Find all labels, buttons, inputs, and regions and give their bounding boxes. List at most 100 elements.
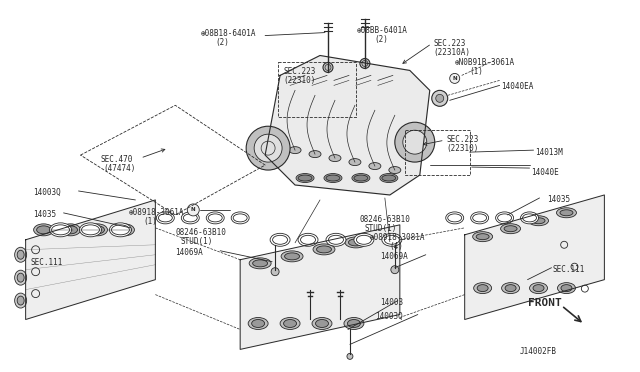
Text: SEC.223: SEC.223	[283, 67, 316, 76]
Text: (2): (2)	[374, 35, 388, 44]
Ellipse shape	[284, 320, 296, 327]
Ellipse shape	[502, 283, 520, 294]
Text: ⊕N0B91B-3061A: ⊕N0B91B-3061A	[454, 58, 515, 67]
Ellipse shape	[298, 233, 318, 246]
Text: (1): (1)	[470, 67, 484, 76]
Ellipse shape	[349, 158, 361, 166]
Circle shape	[450, 73, 460, 83]
Ellipse shape	[382, 175, 396, 181]
Ellipse shape	[285, 253, 300, 260]
Ellipse shape	[15, 293, 27, 308]
Circle shape	[403, 130, 427, 154]
Ellipse shape	[109, 223, 131, 237]
Circle shape	[391, 266, 399, 274]
Ellipse shape	[253, 260, 268, 267]
Text: 14040EA: 14040EA	[502, 82, 534, 92]
Ellipse shape	[529, 283, 547, 294]
Circle shape	[254, 134, 282, 162]
Text: STUD(1): STUD(1)	[180, 237, 212, 246]
Text: ⊕08918-3061A: ⊕08918-3061A	[129, 208, 184, 217]
Text: FRONT: FRONT	[527, 298, 561, 308]
Text: STUD(1): STUD(1)	[365, 224, 397, 233]
Ellipse shape	[156, 212, 174, 224]
Text: (2): (2)	[215, 38, 229, 46]
Ellipse shape	[281, 251, 303, 262]
Ellipse shape	[90, 226, 104, 234]
Ellipse shape	[317, 246, 332, 253]
Ellipse shape	[345, 237, 367, 248]
Ellipse shape	[529, 216, 548, 226]
Ellipse shape	[354, 233, 374, 246]
Ellipse shape	[79, 223, 102, 237]
Text: ⊕08BB-6401A: ⊕08BB-6401A	[357, 26, 408, 35]
Ellipse shape	[61, 224, 81, 236]
Ellipse shape	[561, 285, 572, 292]
Ellipse shape	[316, 320, 328, 327]
Ellipse shape	[17, 296, 24, 305]
Ellipse shape	[445, 212, 464, 224]
Ellipse shape	[248, 318, 268, 330]
Ellipse shape	[296, 174, 314, 183]
Ellipse shape	[324, 174, 342, 183]
Text: SEC.470: SEC.470	[100, 155, 133, 164]
Text: SEC.223: SEC.223	[447, 135, 479, 144]
Ellipse shape	[270, 233, 290, 246]
Circle shape	[347, 353, 353, 359]
Ellipse shape	[118, 226, 131, 234]
Ellipse shape	[380, 174, 398, 183]
Ellipse shape	[206, 212, 224, 224]
Ellipse shape	[557, 283, 575, 294]
Ellipse shape	[181, 212, 199, 224]
Circle shape	[436, 94, 444, 102]
Ellipse shape	[369, 163, 381, 170]
Ellipse shape	[476, 234, 489, 240]
Ellipse shape	[15, 270, 27, 285]
Text: 14040E: 14040E	[532, 168, 559, 177]
Text: SEC.111: SEC.111	[31, 258, 63, 267]
Ellipse shape	[354, 175, 368, 181]
Text: J14002FB: J14002FB	[520, 347, 557, 356]
Text: ⊕08918-3081A: ⊕08918-3081A	[370, 233, 426, 242]
Ellipse shape	[289, 147, 301, 154]
Text: (4): (4)	[390, 242, 404, 251]
Text: (47474): (47474)	[104, 164, 136, 173]
Ellipse shape	[34, 224, 54, 236]
Ellipse shape	[312, 318, 332, 330]
Text: N: N	[191, 208, 196, 212]
Ellipse shape	[313, 244, 335, 255]
Circle shape	[246, 126, 290, 170]
Bar	[278, 62, 356, 117]
Ellipse shape	[63, 226, 77, 234]
Text: ⊕08B18-6401A: ⊕08B18-6401A	[200, 29, 256, 38]
Ellipse shape	[505, 285, 516, 292]
Ellipse shape	[298, 175, 312, 181]
Ellipse shape	[17, 273, 24, 282]
Ellipse shape	[252, 320, 264, 327]
Ellipse shape	[560, 210, 573, 216]
Ellipse shape	[532, 218, 545, 224]
Ellipse shape	[88, 224, 108, 236]
Ellipse shape	[115, 224, 134, 236]
Text: 14035: 14035	[547, 195, 571, 204]
Circle shape	[395, 122, 435, 162]
Ellipse shape	[474, 283, 492, 294]
Text: 14069A: 14069A	[175, 248, 203, 257]
Ellipse shape	[504, 226, 517, 232]
Ellipse shape	[470, 212, 488, 224]
Ellipse shape	[533, 285, 544, 292]
Circle shape	[432, 90, 448, 106]
Ellipse shape	[326, 175, 340, 181]
Ellipse shape	[280, 318, 300, 330]
Ellipse shape	[477, 285, 488, 292]
Ellipse shape	[36, 226, 51, 234]
Ellipse shape	[326, 233, 346, 246]
Text: (22310A): (22310A)	[434, 48, 471, 57]
Ellipse shape	[495, 212, 513, 224]
Circle shape	[271, 268, 279, 276]
Ellipse shape	[15, 247, 27, 262]
Text: (22310): (22310)	[447, 144, 479, 153]
Text: N: N	[452, 76, 457, 81]
Polygon shape	[465, 195, 604, 320]
Ellipse shape	[352, 174, 370, 183]
Ellipse shape	[500, 224, 520, 234]
